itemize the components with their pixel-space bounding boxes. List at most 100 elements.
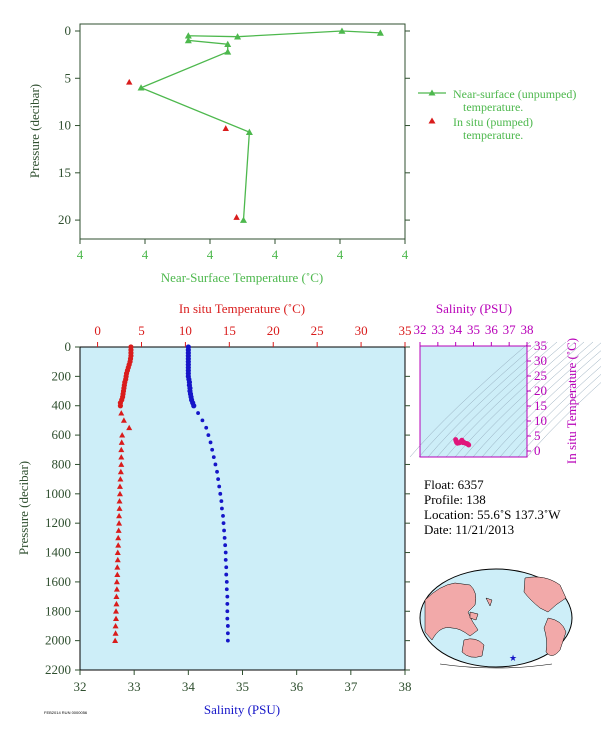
legend-marker-unpumped: [428, 89, 436, 96]
salinity-profile-point: [213, 462, 218, 467]
near-surface-ytick-label: 10: [58, 118, 71, 133]
pressure-tick-label: 1600: [45, 574, 71, 589]
salinity-profile-point: [216, 477, 221, 482]
near-surface-xlabel: Near-Surface Temperature (˚C): [161, 270, 323, 285]
profile-temp-xlabel: In situ Temperature (˚C): [179, 301, 305, 316]
unpumped-temperature-point: [245, 128, 253, 135]
temperature-tick-label: 25: [311, 323, 324, 338]
salinity-profile-point: [222, 528, 226, 533]
pressure-tick-label: 800: [52, 456, 72, 471]
salinity-tick-label: 38: [399, 679, 412, 694]
salinity-profile-point: [225, 602, 230, 606]
temperature-profile-point: [113, 608, 120, 614]
near-surface-ylabel: Pressure (decibar): [27, 84, 42, 178]
salinity-profile-point: [225, 594, 230, 599]
near-surface-plot: 0 5 10 15 20 4 4 4 4 4 4 Near-Surface Temperature…: [27, 23, 576, 285]
ts-xlabel: Salinity (PSU): [436, 301, 512, 316]
unpumped-temperature-point: [239, 216, 247, 223]
density-contour-line: [427, 341, 549, 458]
salinity-profile-point: [191, 403, 197, 409]
salinity-profile-point: [206, 433, 211, 437]
ts-xtick-label: 35: [467, 322, 480, 337]
density-contour-line: [436, 341, 558, 458]
near-surface-xtick-label: 4: [402, 247, 409, 262]
salinity-profile-point: [225, 638, 230, 643]
temperature-tick-label: 5: [138, 323, 145, 338]
world-map: ★: [419, 568, 573, 669]
density-contours: [409, 341, 601, 458]
temperature-tick-label: 30: [355, 323, 368, 338]
salinity-profile-point: [219, 499, 224, 504]
near-surface-plot-frame: [79, 23, 406, 240]
unpumped-temperature-point: [224, 40, 232, 48]
salinity-profile-point: [225, 624, 230, 628]
ts-xtick-label: 32: [414, 322, 427, 337]
profile-number: Profile: 138: [424, 492, 486, 507]
temperature-profile-point: [112, 622, 119, 629]
density-contour-line: [454, 341, 576, 458]
salinity-tick-label: 35: [236, 679, 249, 694]
footnote: FEB2014 RUN 0000056: [44, 710, 88, 715]
pumped-temperature-point: [222, 125, 229, 131]
ts-ytick-label: 20: [534, 383, 547, 398]
salinity-tick-label: 36: [290, 679, 304, 694]
temperature-profile-point: [115, 527, 122, 533]
temperature-profile-point: [117, 476, 124, 482]
salinity-profile-point: [223, 550, 228, 555]
ts-xtick-label: 34: [449, 322, 463, 337]
map-landmass-antarctica: [439, 663, 553, 669]
temperature-profile-point: [114, 549, 121, 555]
unpumped-temperature-point: [184, 36, 192, 44]
salinity-profile-point: [196, 411, 200, 415]
legend-marker-pumped: [428, 117, 436, 124]
density-contour-line: [490, 350, 601, 458]
temperature-profile-point: [114, 571, 121, 577]
ts-ytick-label: 35: [534, 338, 547, 353]
temperature-profile-point: [118, 461, 125, 467]
salinity-profile-point: [222, 535, 227, 540]
temperature-tick-label: 10: [179, 323, 192, 338]
temperature-profile-point: [116, 520, 123, 526]
unpumped-temperature-point: [338, 27, 346, 34]
float-info-panel: Float: 6357 Profile: 138 Location: 55.6˚…: [424, 477, 560, 537]
salinity-profile-point: [220, 506, 224, 511]
salinity-profile-point: [225, 616, 230, 621]
near-surface-xtick-label: 4: [272, 247, 279, 262]
salinity-tick-label: 34: [182, 679, 196, 694]
pressure-tick-label: 400: [52, 398, 72, 413]
salinity-profile-point: [225, 631, 230, 636]
temperature-profile-point: [117, 403, 124, 409]
density-contour-line: [499, 358, 601, 458]
float-location: Location: 55.6˚S 137.3˚W: [424, 507, 561, 522]
ts-xtick-label: 37: [503, 322, 517, 337]
temperature-profile-point: [113, 578, 120, 585]
near-surface-xtick-label: 4: [337, 247, 344, 262]
legend-unpumped-label: Near-surface (unpumped) temperature.: [453, 87, 576, 114]
temperature-profile-point: [118, 454, 125, 460]
profile-ylabel: Pressure (decibar): [16, 461, 31, 555]
temperature-profile-point: [118, 446, 125, 453]
map-landmass-australia: [461, 638, 485, 658]
temperature-tick-label: 15: [223, 323, 236, 338]
salinity-profile-point: [224, 572, 229, 577]
salinity-profile-point: [211, 455, 216, 460]
ts-xtick-label: 38: [521, 322, 534, 337]
pressure-tick-label: 1800: [45, 603, 71, 618]
salinity-profile-point: [225, 609, 230, 614]
temperature-profile-point: [120, 417, 127, 423]
temperature-profile-point: [117, 468, 124, 475]
pressure-tick-label: 1000: [45, 486, 71, 501]
near-surface-legend: Near-surface (unpumped) temperature. In s…: [418, 87, 576, 142]
ts-ytick-label: 30: [534, 353, 547, 368]
float-location-star-icon: ★: [509, 654, 517, 664]
temperature-profile-point: [118, 439, 125, 445]
salinity-profile-point: [221, 513, 225, 518]
profile-plot-area: [79, 346, 406, 671]
pressure-tick-label: 600: [52, 427, 72, 442]
salinity-profile-point: [204, 425, 209, 430]
ts-ylabel: In situ Temperature (˚C): [564, 338, 579, 464]
map-landmass-south-america: [543, 617, 567, 656]
temperature-profile-point: [116, 505, 123, 511]
profile-plot: 0200400600800100012001400160018002000220…: [16, 301, 412, 717]
